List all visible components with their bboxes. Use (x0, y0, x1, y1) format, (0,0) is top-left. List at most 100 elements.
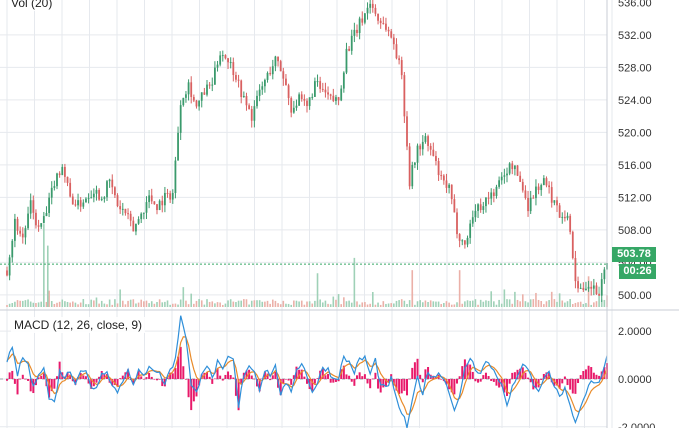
macd-histogram-bar (553, 378, 556, 386)
volume-bar (158, 299, 161, 307)
candle (453, 194, 456, 213)
volume-bar (414, 304, 416, 307)
candle (111, 174, 114, 195)
candle (540, 183, 543, 196)
candle (371, 0, 374, 13)
candle (124, 208, 127, 216)
macd-histogram-bar (253, 378, 256, 380)
macd-histogram-bar (379, 378, 382, 393)
macd-histogram-bar (282, 378, 285, 384)
macd-histogram-bar (421, 378, 424, 383)
volume-bar (321, 302, 324, 307)
macd-histogram-bar (542, 373, 545, 379)
candle-body (124, 208, 127, 214)
macd-histogram-bar (84, 376, 87, 379)
candle (327, 86, 329, 100)
volume-bar (77, 304, 79, 307)
candle (129, 210, 132, 227)
candle-body (216, 64, 219, 68)
candle (482, 201, 485, 214)
candle-body (374, 7, 377, 14)
macd-histogram-bar (227, 371, 230, 379)
volume-bar (603, 299, 606, 307)
candle (258, 84, 261, 102)
candle (82, 199, 85, 209)
candle-body (537, 186, 540, 191)
candle-body (185, 94, 187, 98)
candle (477, 203, 479, 218)
macd-histogram-bar (106, 374, 108, 379)
volume-bar (287, 303, 290, 307)
candle (179, 100, 182, 141)
candle-body (332, 95, 335, 101)
candle (206, 80, 208, 97)
volume-bar (74, 302, 77, 307)
volume-bar (85, 304, 87, 307)
volume-bar (124, 304, 127, 307)
candle (390, 28, 393, 39)
candle-body (206, 84, 208, 95)
macd-histogram-bar (382, 378, 385, 388)
candle-body (295, 105, 298, 108)
candle-body (142, 212, 145, 214)
volume-bar (403, 300, 406, 307)
candle (161, 195, 164, 213)
macd-histogram-bar (474, 378, 477, 382)
candle-body (16, 218, 19, 231)
volume-bar (495, 304, 498, 307)
volume-bar (387, 303, 390, 307)
candle-body (221, 55, 224, 57)
candle (585, 281, 587, 291)
candle-body (282, 71, 285, 79)
candle (300, 91, 303, 102)
candle (532, 195, 535, 199)
volume-bar (432, 301, 435, 307)
candle-body (258, 89, 261, 96)
macd-histogram-bar (153, 378, 156, 380)
candle-body (19, 230, 22, 234)
volume-bar (266, 300, 269, 307)
candle-body (487, 197, 490, 199)
candle-body (248, 105, 251, 110)
candle-body (290, 98, 293, 113)
macd-histogram-bar (495, 378, 498, 386)
volume-bar (250, 300, 253, 307)
macd-histogram-bar (592, 372, 595, 379)
price-tick-label: 528.00 (618, 62, 652, 74)
candle-body (390, 31, 393, 38)
volume-bar (171, 303, 174, 307)
volume-bar (229, 299, 232, 307)
candle-body (71, 196, 74, 205)
macd-histogram-bar (290, 378, 293, 385)
candle-body (582, 287, 585, 290)
macd-histogram-bar (179, 346, 182, 379)
candle (435, 151, 437, 166)
volume-bar (298, 301, 300, 307)
candle-body (466, 237, 469, 245)
volume-bar (193, 303, 195, 307)
candle-body (361, 18, 364, 23)
volume-bar (169, 304, 171, 307)
candle-body (242, 95, 245, 98)
volume-bar (358, 304, 361, 307)
volume-bar (164, 301, 166, 307)
volume-bar (27, 299, 29, 307)
candle-body (148, 195, 151, 203)
candle-body (279, 61, 282, 72)
volume-bar (61, 299, 64, 307)
price-tick-label: 508.00 (618, 225, 652, 237)
candle (113, 186, 116, 198)
candle-body (335, 97, 337, 101)
candle (574, 250, 577, 289)
candle (406, 111, 408, 151)
candle (369, 0, 372, 14)
candle (156, 203, 158, 215)
volume-bar (445, 301, 448, 307)
candle (500, 172, 503, 185)
candle-body (187, 82, 190, 95)
volume-bar (127, 300, 129, 307)
macd-histogram-bar (24, 378, 27, 380)
candle (198, 100, 201, 111)
macd-histogram-bar (29, 378, 32, 392)
